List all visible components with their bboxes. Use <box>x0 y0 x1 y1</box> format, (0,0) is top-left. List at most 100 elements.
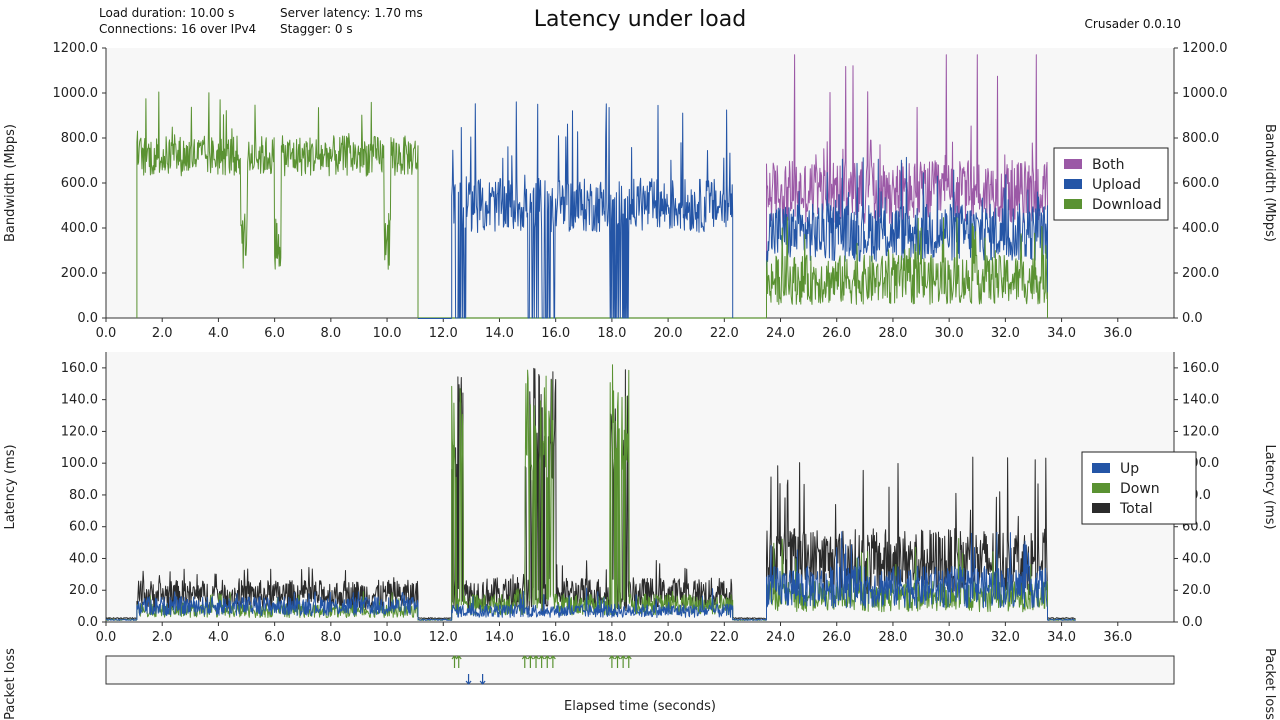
latency-legend-swatch-up <box>1092 463 1110 473</box>
packet-loss-marker-down <box>614 655 621 668</box>
latency-legend: Up Down Total <box>1081 451 1197 525</box>
bandwidth-x-tick-label: 32.0 <box>991 326 1020 341</box>
latency-x-tick-label: 2.0 <box>152 630 173 645</box>
bandwidth-y-tick-label-left: 800.0 <box>61 131 98 146</box>
bandwidth-x-tick-label: 34.0 <box>1047 326 1076 341</box>
latency-y-tick-label-right: 20.0 <box>1182 583 1211 598</box>
bandwidth-x-tick-label: 30.0 <box>935 326 964 341</box>
bandwidth-x-tick-label: 8.0 <box>320 326 341 341</box>
latency-y-tick-label-right: 120.0 <box>1182 424 1219 439</box>
latency-x-tick-label: 4.0 <box>208 630 229 645</box>
latency-y-tick-label-right: 160.0 <box>1182 361 1219 376</box>
bandwidth-x-tick-label: 18.0 <box>597 326 626 341</box>
latency-y-tick-label-left: 120.0 <box>61 424 98 439</box>
packet-loss-marker-down <box>608 655 615 668</box>
bandwidth-legend: Both Upload Download <box>1053 147 1169 221</box>
app-version-label: Crusader 0.0.10 <box>1084 17 1181 31</box>
latency-series-up <box>105 531 1076 621</box>
latency-legend-label-down: Down <box>1120 481 1160 497</box>
latency-y-tick-label-left: 20.0 <box>69 583 98 598</box>
bandwidth-series-upload <box>451 101 1048 319</box>
bandwidth-x-tick-label: 2.0 <box>152 326 173 341</box>
latency-legend-label-total: Total <box>1119 501 1153 517</box>
connections-label: Connections: 16 over IPv4 <box>99 22 257 36</box>
x-axis-title: Elapsed time (seconds) <box>564 699 716 714</box>
latency-y-tick-label-right: 40.0 <box>1182 551 1211 566</box>
packet-loss-marker-down <box>533 655 539 668</box>
latency-x-tick-label: 32.0 <box>991 630 1020 645</box>
latency-x-tick-label: 14.0 <box>485 630 514 645</box>
latency-y-tick-label-left: 0.0 <box>77 615 98 630</box>
bandwidth-legend-label-both: Both <box>1092 157 1125 173</box>
latency-x-tick-label: 24.0 <box>766 630 795 645</box>
latency-x-tick-label: 12.0 <box>429 630 458 645</box>
load-duration-label: Load duration: 10.00 s <box>99 6 235 20</box>
latency-x-tick-label: 8.0 <box>320 630 341 645</box>
packet-loss-marker-down <box>521 655 528 668</box>
bandwidth-x-tick-label: 24.0 <box>766 326 795 341</box>
bandwidth-x-tick-label: 10.0 <box>373 326 402 341</box>
packet-loss-marker-down <box>451 655 458 668</box>
latency-x-tick-label: 20.0 <box>654 630 683 645</box>
packet-loss-marker-up <box>465 674 472 685</box>
latency-x-tick-label: 10.0 <box>373 630 402 645</box>
latency-y-axis-label-left: Latency (ms) <box>3 444 18 529</box>
bandwidth-y-tick-label-left: 600.0 <box>61 176 98 191</box>
latency-x-tick-label: 30.0 <box>935 630 964 645</box>
latency-y-tick-label-left: 40.0 <box>69 551 98 566</box>
latency-x-tick-label: 0.0 <box>96 630 117 645</box>
bandwidth-legend-swatch-download <box>1064 199 1082 209</box>
bandwidth-series-download <box>136 91 1048 318</box>
bandwidth-y-tick-label-left: 0.0 <box>77 311 98 326</box>
bandwidth-legend-swatch-upload <box>1064 179 1082 189</box>
bandwidth-x-tick-label: 22.0 <box>710 326 739 341</box>
latency-x-tick-label: 34.0 <box>1047 630 1076 645</box>
bandwidth-x-tick-label: 4.0 <box>208 326 229 341</box>
latency-x-tick-label: 36.0 <box>1103 630 1132 645</box>
chart-title: Latency under load <box>533 7 747 32</box>
packet-loss-plot-area <box>105 655 1175 685</box>
packet-loss-marker-down <box>625 655 632 668</box>
packet-loss-marker-down <box>455 655 462 668</box>
latency-x-tick-label: 26.0 <box>822 630 851 645</box>
packet-loss-marker-up <box>479 674 486 685</box>
bandwidth-x-tick-label: 12.0 <box>429 326 458 341</box>
bandwidth-x-tick-label: 14.0 <box>485 326 514 341</box>
bandwidth-x-tick-label: 26.0 <box>822 326 851 341</box>
bandwidth-y-tick-label-left: 200.0 <box>61 266 98 281</box>
latency-y-axis-label-right: Latency (ms) <box>1262 444 1277 529</box>
latency-x-tick-label: 6.0 <box>264 630 285 645</box>
bandwidth-y-tick-label-right: 600.0 <box>1182 176 1219 191</box>
packet-loss-marker-down <box>544 655 551 668</box>
bandwidth-x-tick-label: 6.0 <box>264 326 285 341</box>
bandwidth-x-tick-label: 20.0 <box>654 326 683 341</box>
latency-x-tick-label: 16.0 <box>541 630 570 645</box>
bandwidth-legend-label-download: Download <box>1092 197 1162 213</box>
bandwidth-y-tick-label-right: 1200.0 <box>1182 41 1228 56</box>
latency-x-tick-label: 18.0 <box>597 630 626 645</box>
bandwidth-y-tick-label-left: 1200.0 <box>53 41 99 56</box>
latency-y-tick-label-left: 140.0 <box>61 393 98 408</box>
latency-y-tick-label-right: 140.0 <box>1182 393 1219 408</box>
bandwidth-x-tick-label: 28.0 <box>878 326 907 341</box>
latency-y-tick-label-left: 60.0 <box>69 520 98 535</box>
bandwidth-y-axis-label-right: Bandwidth (Mbps) <box>1262 124 1277 242</box>
packet-loss-label-right: Packet loss <box>1262 648 1277 720</box>
bandwidth-y-tick-label-right: 0.0 <box>1182 311 1203 326</box>
stagger-label: Stagger: 0 s <box>280 22 353 36</box>
bandwidth-x-tick-label: 36.0 <box>1103 326 1132 341</box>
bandwidth-legend-label-upload: Upload <box>1092 177 1141 193</box>
packet-loss-panel: Packet loss Packet loss Elapsed time (seco… <box>3 648 1277 720</box>
latency-legend-swatch-down <box>1092 483 1110 493</box>
latency-plot-area <box>106 352 1174 622</box>
bandwidth-y-tick-label-right: 200.0 <box>1182 266 1219 281</box>
latency-panel: 0.00.020.020.040.040.060.060.080.080.010… <box>3 352 1277 645</box>
latency-y-tick-label-left: 160.0 <box>61 361 98 376</box>
latency-x-tick-label: 28.0 <box>878 630 907 645</box>
latency-legend-swatch-total <box>1092 503 1110 513</box>
latency-y-tick-label-right: 0.0 <box>1182 615 1203 630</box>
latency-y-tick-label-left: 100.0 <box>61 456 98 471</box>
latency-series-down <box>106 364 1076 621</box>
